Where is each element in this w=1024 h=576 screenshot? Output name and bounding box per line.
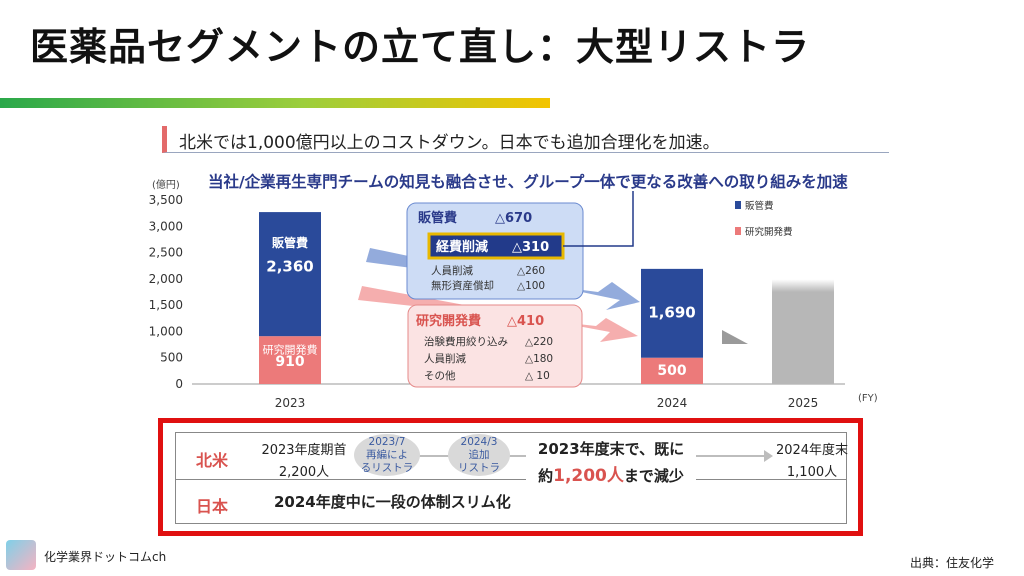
bar-label-rd-2023-value: 910 [275,354,304,370]
rd-item-label: その他 [424,369,456,382]
y-tick-label: 1,000 [149,324,183,338]
japan-text: 2024年度中に一段の体制スリム化 [274,493,511,511]
bar-rd-2024 [641,357,703,384]
oval-restructure-2024: 2024/3 追加 リストラ [448,434,510,476]
table-row-divider [176,479,846,480]
rd-box-title: 研究開発費 [416,313,481,329]
y-tick-label: 2,500 [149,246,183,260]
bar-label-rd-2023-name: 研究開発費 [263,343,318,357]
legend-label-rd: 研究開発費 [745,226,793,238]
rd-item-value: △180 [525,353,553,365]
rd-item-label: 人員削減 [424,352,466,365]
y-tick-label: 1,500 [149,298,183,312]
bar-rd-2023 [259,336,321,384]
legend-label-sga: 販管費 [745,200,774,212]
restructuring-table-frame: 北米 2023年度期首 2,200人 2023/7 再編によ るリストラ 202… [158,418,863,536]
bar-forecast-2025 [772,279,834,384]
x-tick-label: 2024 [657,396,688,410]
oval-restructure-2023: 2023/7 再編によ るリストラ [354,434,420,476]
bar-label-sga-2023-name: 販管費 [272,235,308,250]
bar-label-sga-2024-value: 1,690 [648,304,695,322]
x-unit-label: (FY) [858,393,878,404]
connector-line [563,191,634,247]
x-tick-label: 2025 [788,396,819,410]
na-mid-post: まで減少 [623,467,684,485]
restructuring-table: 北米 2023年度期首 2,200人 2023/7 再編によ るリストラ 202… [175,432,848,524]
footer-source: 出典：住友化学 [910,556,995,570]
sga-item-value: △100 [517,280,545,292]
rd-box [407,304,583,388]
y-tick-label: 3,000 [149,219,183,233]
region-label-north-america: 北米 [196,451,229,470]
subtitle-box: 北米では1,000億円以上のコストダウン。日本でも追加合理化を加速。 [162,126,889,153]
y-tick-label: 2,000 [149,272,183,286]
timeline-arrowhead-icon [764,450,773,462]
na-start-line1: 2023年度期首 [261,443,347,458]
sga-highlight-label: 経費削減 [436,239,488,255]
rd-item-value: △ 10 [525,370,550,382]
na-start: 2023年度期首 2,200人 [254,439,354,480]
na-mid-pre: 約 [538,467,554,485]
sga-box-title-value: △670 [495,211,532,226]
title-underline-gradient [0,98,550,108]
rd-item-value: △220 [525,336,553,348]
sga-box-title: 販管費 [418,210,457,226]
y-tick-label: 0 [175,377,183,391]
y-tick-label: 3,500 [149,193,183,207]
na-end-line2: 1,100人 [786,465,838,480]
na-start-line2: 2,200人 [278,465,330,480]
banner-text: 当社/企業再生専門チームの知見も融合させ、グループ一体で更なる改善への取り組みを… [208,173,848,191]
legend-swatch-sga [735,201,741,209]
bar-label-rd-2024-value: 500 [657,363,686,379]
rd-item-label: 治験費用絞り込み [424,335,508,348]
legend-swatch-rd [735,227,741,235]
x-tick-label: 2023 [275,396,306,410]
sga-item-label: 人員削減 [431,264,473,277]
na-mid: 2023年度末で、既に 約1,200人まで減少 [526,438,696,486]
cost-chart: (億円) 0 500 1,000 1,500 2,000 2,500 3,000 3,500 20… [149,178,878,410]
na-end-line1: 2024年度末 [775,443,849,458]
unit-label: (億円) [152,178,180,191]
sga-highlight-value: △310 [512,240,549,255]
subtitle: 北米では1,000億円以上のコストダウン。日本でも追加合理化を加速。 [179,133,720,153]
arrow-to-2025 [722,330,748,344]
channel-logo-icon [6,540,36,570]
page-title: 医薬品セグメントの立て直し：大型リストラ [30,25,811,69]
na-mid-line1: 2023年度末で、既に [537,440,685,458]
na-mid-line2: 約1,200人まで減少 [526,461,696,486]
bar-label-sga-2023-value: 2,360 [266,258,313,276]
bar-sga-2024 [641,268,703,358]
y-tick-label: 500 [160,351,183,365]
footer-channel-name: 化学業界ドットコムch [44,550,167,564]
na-end: 2024年度末 1,100人 [772,439,852,480]
sga-item-label: 無形資産償却 [431,279,494,292]
na-mid-highlight: 1,200人 [553,466,624,486]
bar-sga-2023 [259,212,321,337]
rd-box-title-value: △410 [507,314,544,329]
region-label-japan: 日本 [196,497,229,516]
sga-item-value: △260 [517,265,545,277]
